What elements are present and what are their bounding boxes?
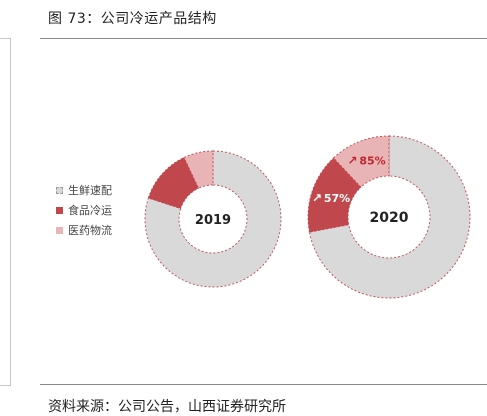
donut-slice (144, 150, 282, 288)
donut-slice (307, 157, 362, 233)
legend-label: 医药物流 (68, 224, 112, 237)
chart-legend: 生鲜速配 食品冷运 医药物流 (56, 180, 112, 240)
donut-center-label: 2019 (195, 213, 231, 228)
legend-swatch (56, 226, 63, 234)
legend-item: 生鲜速配 (56, 180, 112, 200)
title-divider (40, 38, 487, 39)
legend-item: 食品冷运 (56, 200, 112, 220)
donut-slice (332, 135, 390, 188)
legend-swatch (56, 186, 63, 194)
up-arrow-icon: ↗ (312, 191, 322, 205)
legend-label: 生鲜速配 (68, 184, 112, 197)
growth-label: 85% (359, 154, 385, 167)
source-note: 资料来源：公司公告，山西证券研究所 (48, 399, 286, 415)
donut-center-label: 2020 (370, 210, 409, 226)
figure-title: 图 73：公司冷运产品结构 (48, 11, 217, 27)
donut-slice (147, 156, 200, 210)
legend-label: 食品冷运 (68, 204, 112, 217)
up-arrow-icon: ↗ (348, 153, 358, 167)
bottom-divider (40, 384, 487, 385)
legend-item: 医药物流 (56, 220, 112, 240)
growth-label: 57% (324, 192, 350, 205)
left-panel-border (0, 38, 11, 386)
donut-slice (308, 135, 471, 299)
growth-annotation: ↗ 85% (348, 153, 386, 167)
legend-swatch (56, 206, 63, 214)
growth-annotation: ↗ 57% (312, 191, 350, 205)
donut-slice (183, 150, 214, 189)
